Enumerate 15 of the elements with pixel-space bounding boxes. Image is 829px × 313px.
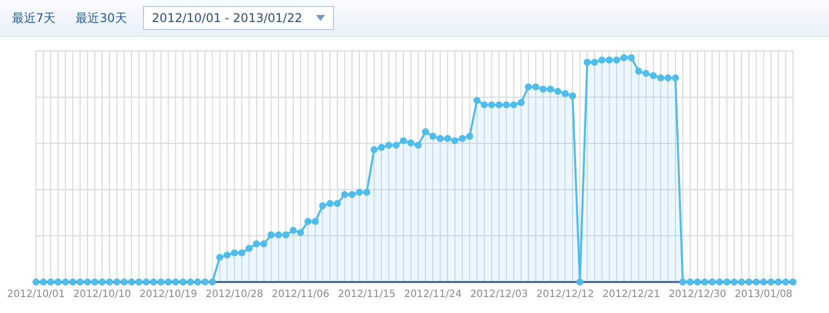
x-tick-label: 2012/12/12 [536, 289, 594, 300]
x-tick-label: 2012/12/30 [668, 289, 726, 300]
x-tick-label: 2012/12/21 [602, 289, 660, 300]
x-tick-label: 2012/10/19 [139, 289, 198, 300]
x-tick-label: 2012/11/15 [338, 289, 396, 300]
x-tick-label: 2012/10/10 [73, 289, 131, 300]
text: 最近30天 [76, 10, 127, 26]
x-tick-label: 2012/11/06 [272, 289, 330, 300]
text: 最近7天 [12, 10, 56, 26]
text: 2012/10/01 - 2013/01/22 [152, 11, 302, 25]
x-tick-label: 2012/11/24 [404, 289, 462, 300]
x-tick-label: 2012/12/03 [470, 289, 528, 300]
x-tick-label: 2012/10/28 [206, 289, 264, 300]
x-tick-label: 2013/01/08 [734, 289, 792, 300]
x-tick-label: 2012/10/01 [7, 289, 65, 300]
